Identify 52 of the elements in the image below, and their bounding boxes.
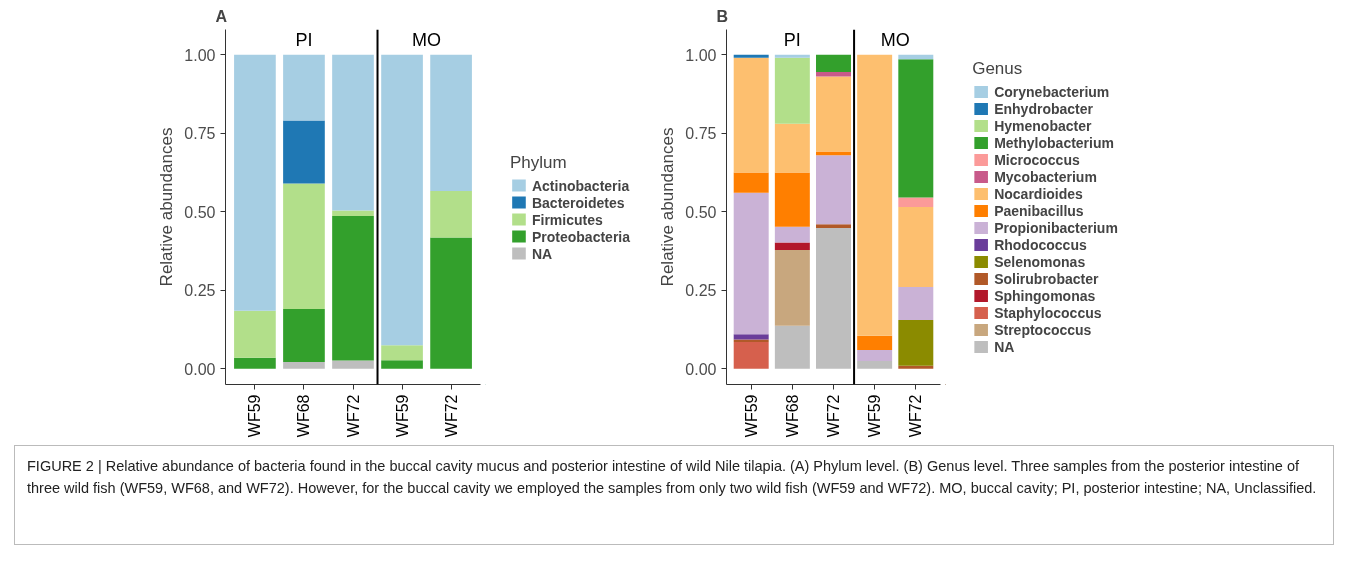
legend-label: Nocardioides: [994, 185, 1083, 202]
x-tick-label: WF72: [344, 394, 362, 438]
x-tick-label: WF68: [783, 394, 801, 438]
annotation: PI: [783, 29, 801, 50]
y-tick-label: 0.00: [184, 360, 216, 378]
y-tick-label: 1.00: [184, 46, 216, 64]
legend-label: Enhydrobacter: [994, 100, 1093, 117]
legend-label: Actinobacteria: [531, 177, 630, 193]
legend-label: Propionibacterium: [994, 219, 1118, 236]
caption: FIGURE 2 | Relative abundance of bacteria found in the buccal cavity mucus and posterior intestine of wild Nile tilapia. (A) Phylum level. (B) Genus level. Three samples from the posterior intestine of three wild fish (WF59, WF68, and WF72). However, for the buccal cavity we employed the samples from only two wild fish (WF59 and WF72). MO, buccal cavity; PI, posterior intestine; NA, Unclassified.: [27, 457, 1318, 498]
legend-label: Streptococcus: [994, 321, 1092, 338]
x-tick-label: WF59: [742, 394, 760, 438]
legend-title: Phylum: [509, 152, 568, 172]
legend-label: Firmicutes: [531, 211, 603, 227]
y-axis-title: Relative abundances: [157, 127, 177, 287]
y-tick-label: 0.00: [685, 360, 717, 378]
y-tick-label: 0.75: [184, 125, 216, 143]
legend-label: Solirubrobacter: [994, 270, 1099, 287]
legend-label: Bacteroidetes: [531, 194, 625, 210]
x-tick-label: WF59: [866, 394, 884, 438]
legend-label: NA: [531, 245, 553, 261]
y-tick-label: 0.25: [184, 282, 216, 300]
legend-label: Rhodococcus: [994, 236, 1087, 253]
x-tick-label: WF59: [246, 394, 264, 438]
legend-label: Paenibacillus: [994, 202, 1084, 219]
chart-title: B: [716, 7, 729, 25]
chart-title: A: [215, 7, 228, 25]
x-tick-label: WF72: [825, 394, 842, 438]
annotation: MO: [880, 29, 910, 50]
legend-label: NA: [994, 338, 1015, 355]
legend-label: Selenomonas: [994, 253, 1086, 270]
y-tick-label: 0.75: [685, 125, 717, 143]
x-tick-label: WF68: [295, 394, 313, 438]
y-axis-title: Relative abundances: [658, 127, 678, 287]
y-tick-label: 0.25: [685, 282, 717, 300]
legend-title: Genus: [972, 58, 1024, 79]
legend-label: Staphylococcus: [994, 304, 1102, 321]
legend-label: Micrococcus: [994, 151, 1080, 168]
legend-label: Proteobacteria: [531, 228, 631, 244]
y-tick-label: 1.00: [685, 46, 717, 64]
legend-label: Hymenobacter: [994, 117, 1092, 134]
x-tick-label: WF72: [442, 394, 460, 438]
x-tick-label: WF59: [393, 394, 411, 438]
legend-label: Sphingomonas: [994, 287, 1096, 304]
y-tick-label: 0.50: [685, 203, 717, 221]
legend-label: Methylobacterium: [994, 134, 1114, 151]
legend-label: Mycobacterium: [994, 168, 1097, 185]
x-tick-label: WF72: [907, 394, 925, 438]
legend-label: Corynebacterium: [994, 83, 1110, 100]
annotation: MO: [412, 29, 442, 50]
y-tick-label: 0.50: [184, 203, 216, 221]
annotation: PI: [295, 29, 313, 50]
